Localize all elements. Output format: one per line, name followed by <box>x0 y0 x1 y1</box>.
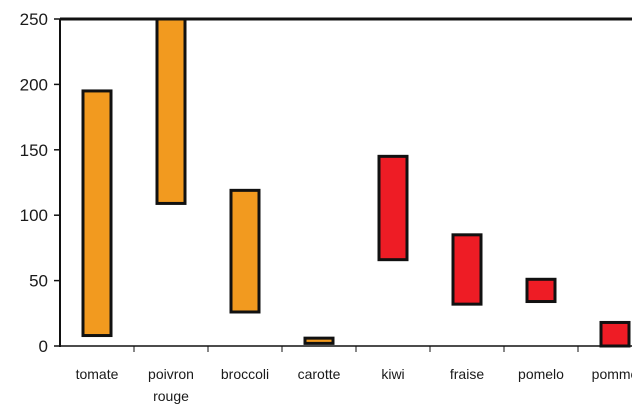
bars-group <box>81 17 631 348</box>
bar-poivron-rouge <box>155 17 187 205</box>
bar-tomate <box>81 89 113 338</box>
bar-broccoli <box>229 188 261 314</box>
x-tick-label: poivron <box>148 366 194 382</box>
y-axis: 0 50 100 150 200 250 <box>20 10 61 356</box>
x-tick-label: carotte <box>298 366 341 382</box>
x-tick-label: broccoli <box>221 366 269 382</box>
y-tick-label: 50 <box>29 272 48 291</box>
y-tick-label: 100 <box>20 206 48 225</box>
x-axis: tomate poivron rouge broccoli carotte kiwi fra… <box>60 345 632 404</box>
x-tick-label: fraise <box>450 366 484 382</box>
y-tick-label: 200 <box>20 75 48 94</box>
bar-carotte <box>303 336 335 345</box>
bar-pomme <box>599 320 631 348</box>
x-tick-label: tomate <box>76 366 119 382</box>
y-tick-label: 250 <box>20 10 48 29</box>
bar-pomelo <box>525 277 557 304</box>
x-tick-label: pomelo <box>518 366 564 382</box>
x-tick-label: rouge <box>153 388 189 404</box>
y-tick-label: 150 <box>20 141 48 160</box>
bar-fraise <box>451 233 483 306</box>
y-tick-label: 0 <box>39 337 48 356</box>
x-tick-label: kiwi <box>381 366 404 382</box>
x-tick-label: pomme <box>592 366 632 382</box>
bar-kiwi <box>377 154 409 262</box>
